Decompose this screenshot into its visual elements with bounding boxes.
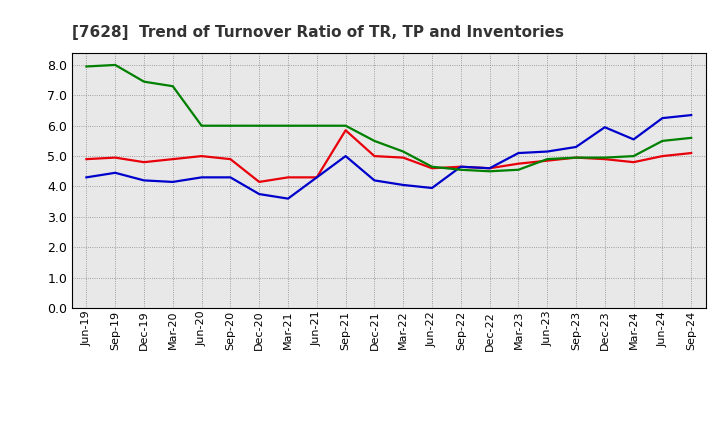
Trade Receivables	[456, 164, 465, 169]
Trade Payables	[168, 179, 177, 184]
Trade Receivables	[629, 160, 638, 165]
Trade Receivables	[140, 160, 148, 165]
Trade Payables	[197, 175, 206, 180]
Trade Receivables	[255, 179, 264, 184]
Inventories	[600, 155, 609, 160]
Trade Payables	[82, 175, 91, 180]
Inventories	[658, 138, 667, 143]
Trade Receivables	[341, 128, 350, 133]
Trade Payables	[658, 115, 667, 121]
Trade Payables	[485, 165, 494, 171]
Trade Receivables	[658, 154, 667, 159]
Trade Payables	[312, 175, 321, 180]
Inventories	[284, 123, 292, 128]
Trade Payables	[226, 175, 235, 180]
Trade Receivables	[312, 175, 321, 180]
Trade Receivables	[226, 157, 235, 162]
Trade Payables	[284, 196, 292, 201]
Trade Receivables	[687, 150, 696, 156]
Inventories	[111, 62, 120, 68]
Trade Receivables	[485, 165, 494, 171]
Inventories	[82, 64, 91, 69]
Trade Receivables	[428, 165, 436, 171]
Trade Payables	[456, 164, 465, 169]
Trade Receivables	[168, 157, 177, 162]
Inventories	[370, 138, 379, 143]
Inventories	[168, 84, 177, 89]
Trade Payables	[428, 185, 436, 191]
Trade Payables	[572, 144, 580, 150]
Line: Inventories: Inventories	[86, 65, 691, 171]
Inventories	[197, 123, 206, 128]
Trade Payables	[140, 178, 148, 183]
Inventories	[514, 167, 523, 172]
Trade Payables	[370, 178, 379, 183]
Inventories	[485, 169, 494, 174]
Trade Receivables	[82, 157, 91, 162]
Inventories	[428, 164, 436, 169]
Trade Receivables	[600, 157, 609, 162]
Trade Receivables	[572, 155, 580, 160]
Trade Payables	[543, 149, 552, 154]
Trade Payables	[399, 182, 408, 187]
Trade Payables	[111, 170, 120, 176]
Inventories	[312, 123, 321, 128]
Trade Payables	[514, 150, 523, 156]
Inventories	[226, 123, 235, 128]
Trade Payables	[629, 137, 638, 142]
Inventories	[255, 123, 264, 128]
Trade Receivables	[399, 155, 408, 160]
Trade Payables	[600, 125, 609, 130]
Inventories	[687, 135, 696, 140]
Text: [7628]  Trend of Turnover Ratio of TR, TP and Inventories: [7628] Trend of Turnover Ratio of TR, TP…	[72, 26, 564, 40]
Inventories	[341, 123, 350, 128]
Trade Receivables	[197, 154, 206, 159]
Inventories	[456, 167, 465, 172]
Inventories	[399, 149, 408, 154]
Trade Receivables	[284, 175, 292, 180]
Inventories	[140, 79, 148, 84]
Line: Trade Payables: Trade Payables	[86, 115, 691, 198]
Trade Receivables	[111, 155, 120, 160]
Inventories	[543, 157, 552, 162]
Line: Trade Receivables: Trade Receivables	[86, 130, 691, 182]
Trade Payables	[687, 113, 696, 118]
Trade Receivables	[543, 158, 552, 163]
Trade Payables	[341, 154, 350, 159]
Trade Receivables	[514, 161, 523, 166]
Inventories	[572, 155, 580, 160]
Inventories	[629, 154, 638, 159]
Trade Payables	[255, 191, 264, 197]
Trade Receivables	[370, 154, 379, 159]
